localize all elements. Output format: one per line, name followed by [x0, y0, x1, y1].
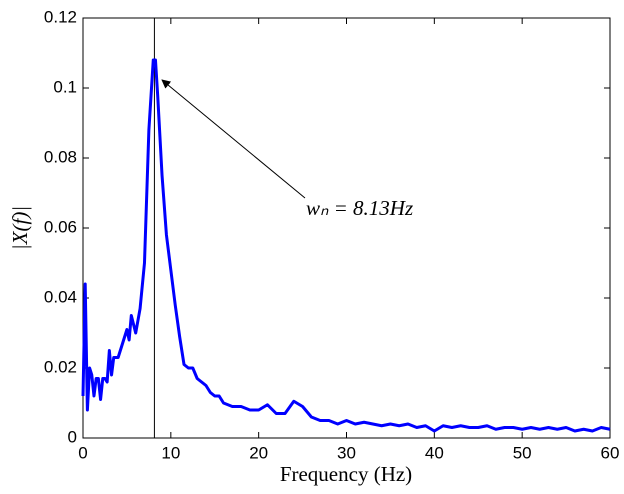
x-tick-label: 30: [337, 443, 356, 462]
x-tick-label: 40: [425, 443, 444, 462]
x-tick-label: 20: [249, 443, 268, 462]
x-tick-label: 50: [513, 443, 532, 462]
spectrum-line: [81, 58, 611, 433]
y-tick-label: 0.04: [44, 287, 77, 306]
plot-frame: [82, 17, 611, 439]
y-tick-label: 0.06: [44, 217, 77, 236]
y-tick-label: 0.02: [44, 357, 77, 376]
annotation-arrow: [161, 79, 306, 199]
y-tick-label: 0: [68, 427, 77, 446]
x-tick-label: 60: [601, 443, 620, 462]
x-tick-label: 10: [161, 443, 180, 462]
annotation: wₙ = 8.13Hz: [306, 196, 413, 220]
y-axis-label: |X(f)|: [8, 206, 32, 250]
y-tick-label: 0.1: [53, 77, 77, 96]
x-tick-label: 0: [78, 443, 87, 462]
x-axis-label: Frequency (Hz): [280, 462, 412, 486]
y-tick-label: 0.12: [44, 7, 77, 26]
y-tick-label: 0.08: [44, 147, 77, 166]
